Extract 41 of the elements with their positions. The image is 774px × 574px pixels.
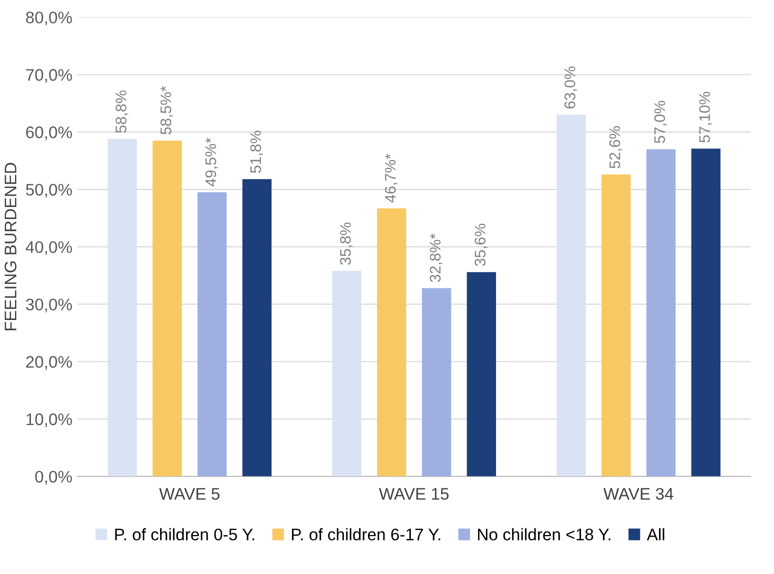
data-label: 35,8% <box>340 222 353 265</box>
data-label: 46,7%* <box>384 154 398 202</box>
data-label: 57,10% <box>699 92 712 142</box>
data-label: 58,5%* <box>160 86 174 134</box>
y-tick-label: 30,0% <box>26 298 72 312</box>
bar <box>466 272 496 476</box>
y-tick-label: 60,0% <box>26 126 72 140</box>
legend-label: All <box>646 528 664 540</box>
data-label: 35,6% <box>474 224 488 266</box>
data-label: 49,5%* <box>205 138 218 186</box>
bar <box>108 138 137 476</box>
legend-label: P. of children 0-5 Y. <box>115 528 254 540</box>
data-label: 51,8% <box>250 130 263 173</box>
data-label: 32,8%* <box>430 234 442 282</box>
x-tick-label: WAVE 34 <box>603 488 674 500</box>
bar <box>556 114 586 476</box>
x-tick-label: WAVE 5 <box>159 488 220 500</box>
y-tick-label: 70,0% <box>26 69 72 83</box>
bar <box>197 192 227 476</box>
data-label: 58,8% <box>116 90 128 133</box>
legend-label: No children <18 Y. <box>478 528 610 540</box>
y-tick-label: 80,0% <box>26 12 72 26</box>
legend-label: P. of children 6-17 Y. <box>292 528 440 540</box>
bar <box>242 179 272 476</box>
y-tick-label: 20,0% <box>26 356 72 370</box>
bar <box>422 288 452 476</box>
bar <box>646 149 676 476</box>
y-tick-label: 50,0% <box>26 184 72 198</box>
y-axis-title: FEELING BURDENED <box>4 162 16 330</box>
data-label: 63,0% <box>564 66 578 108</box>
y-tick-label: 40,0% <box>26 241 72 255</box>
bar <box>152 140 182 476</box>
x-tick-label: WAVE 15 <box>378 488 449 500</box>
bar <box>332 270 362 476</box>
bar <box>602 174 631 476</box>
y-tick-label: 0,0% <box>35 470 72 485</box>
data-label: 52,6% <box>609 126 622 168</box>
data-label: 57,0% <box>654 100 667 144</box>
y-tick-label: 10,0% <box>26 413 72 428</box>
bar <box>691 148 720 476</box>
bar <box>377 208 406 476</box>
